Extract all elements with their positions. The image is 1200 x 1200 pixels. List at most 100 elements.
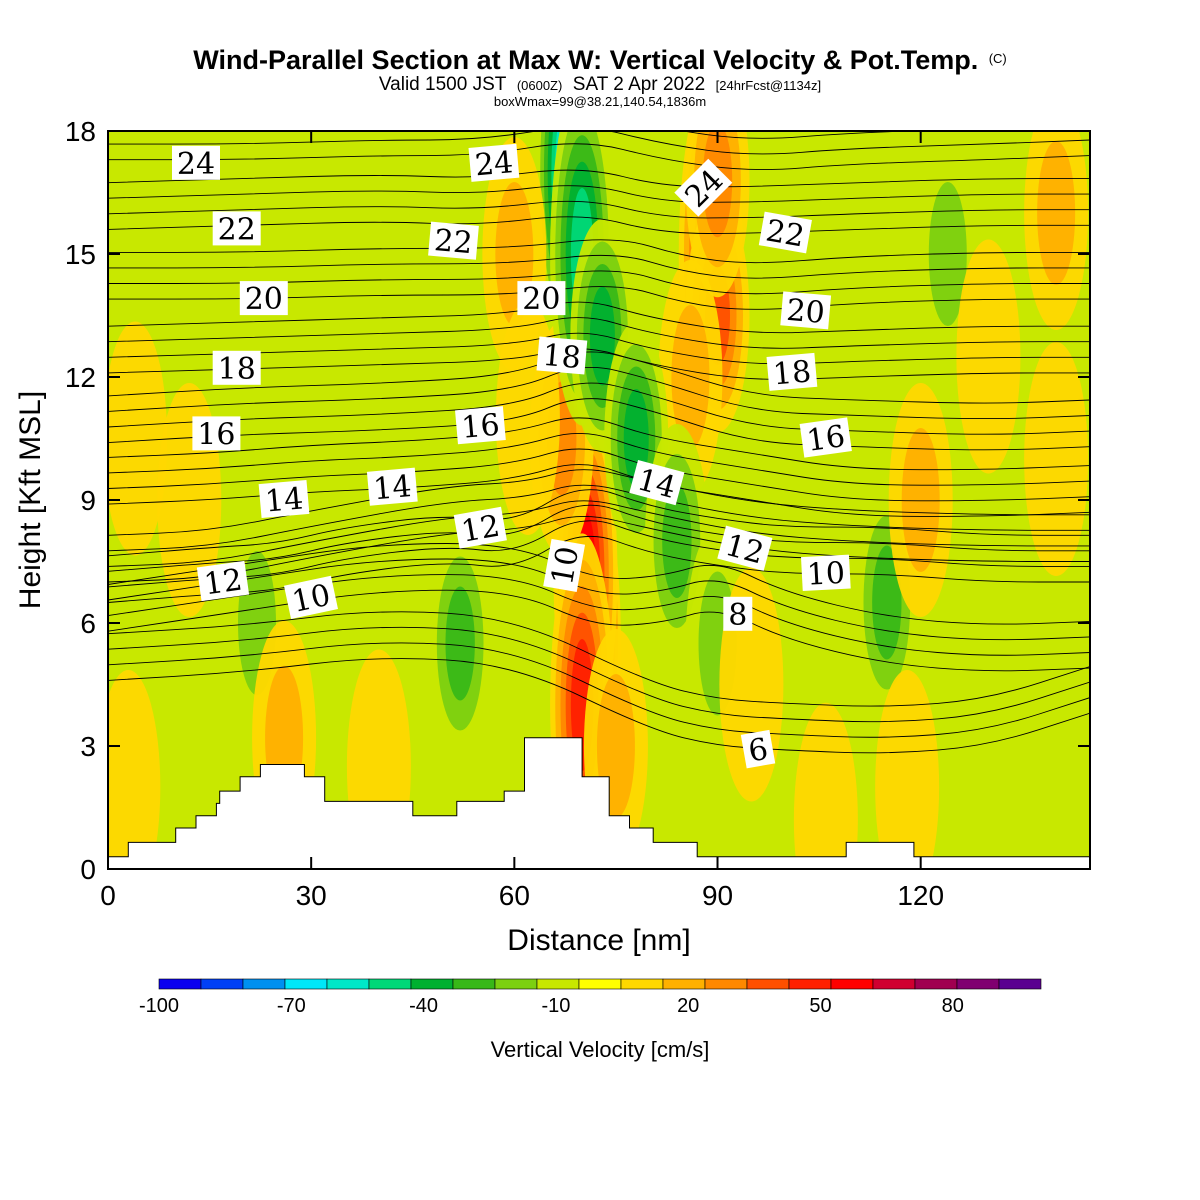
contour-label-text: 24: [473, 145, 514, 183]
contour-label-box: [366, 467, 418, 506]
colorbar-tick-label: 20: [677, 995, 699, 1017]
chart-subtitle-line: Valid 1500 JST (0600Z) SAT 2 Apr 2022 [2…: [379, 74, 821, 95]
isentrope-line: [108, 398, 1090, 451]
colorbar-segment: [200, 978, 244, 990]
x-tick-label: 30: [296, 880, 327, 911]
colorbar-segment: [452, 978, 496, 990]
isentrope-line: [108, 169, 1090, 188]
y-tick-label: 6: [80, 608, 96, 639]
contour-label-text: 12: [202, 563, 245, 603]
contour-label: 16: [455, 406, 506, 446]
velocity-core: [888, 383, 953, 617]
colorbar-segment: [662, 978, 706, 990]
isentrope-line: [108, 417, 1090, 471]
colorbar-segment: [872, 978, 916, 990]
contour-label: 10: [800, 554, 851, 593]
y-tick-label: 12: [65, 362, 96, 393]
contour-label-text: 22: [763, 213, 807, 254]
colorbar-segment: [704, 978, 748, 990]
isentrope-line: [108, 200, 1090, 219]
colorbar-segment: [158, 978, 202, 990]
contour-label-box: [766, 352, 818, 391]
contour-label-box: [780, 291, 832, 330]
isentrope-line: [108, 448, 1090, 502]
potential-temperature-contours: [108, 131, 1090, 754]
colorbar-segment: [788, 978, 832, 990]
isentrope-line: [108, 239, 1090, 264]
contour-label-box: [740, 729, 776, 769]
contour-label-box: [428, 221, 479, 260]
contour-label-box: [674, 158, 733, 217]
colorbar-tick-label: 80: [942, 995, 964, 1017]
contour-label: 24: [172, 145, 220, 182]
contour-label-box: [196, 560, 250, 602]
contour-label-text: 20: [245, 282, 283, 317]
colorbar-tick-label: -10: [541, 995, 570, 1017]
velocity-core: [793, 702, 858, 869]
contour-label-box: [629, 460, 685, 506]
chart-subtitle-forecast: [24hrFcst@1134z]: [716, 78, 821, 93]
isentrope-line: [108, 484, 1090, 552]
isentrope-line: [108, 432, 1090, 486]
isentrope-line: [108, 131, 1090, 155]
contour-label-text: 10: [545, 544, 586, 588]
contour-label-box: [258, 479, 310, 519]
contour-label-box: [283, 575, 339, 620]
contour-label: 12: [453, 506, 507, 550]
velocity-band: [901, 428, 940, 572]
contour-label: 14: [629, 460, 685, 506]
velocity-core: [1024, 131, 1089, 330]
terrain-mask: [107, 737, 1091, 870]
x-tick-label: 120: [897, 880, 944, 911]
y-axis-label: Height [Kft MSL]: [14, 391, 47, 609]
y-tick-label: 15: [65, 239, 96, 270]
velocity-band: [872, 545, 902, 660]
colorbar-segment: [746, 978, 790, 990]
colorbar-segment: [494, 978, 538, 990]
velocity-core: [108, 321, 168, 556]
isentrope-line: [108, 626, 1090, 723]
x-axis-label: Distance [nm]: [507, 924, 690, 957]
colorbar-segment: [242, 978, 286, 990]
y-tick-label: 9: [80, 485, 96, 516]
isentrope-line: [108, 317, 1090, 349]
contour-label: 24: [468, 143, 520, 183]
colorbar-segment: [830, 978, 874, 990]
contour-label-text: 14: [372, 469, 413, 507]
colorbar-title: Vertical Velocity [cm/s]: [491, 1037, 710, 1062]
contour-label-box: [172, 145, 220, 180]
contour-label-box: [455, 406, 506, 445]
contour-label: 20: [517, 281, 566, 317]
contour-label-box: [799, 417, 852, 458]
contour-label-text: 16: [460, 408, 501, 446]
isentrope-line: [108, 464, 1090, 517]
isentrope-line: [108, 469, 1090, 536]
contour-label-box: [717, 525, 773, 571]
isentrope-line: [108, 301, 1090, 334]
isentrope-line: [680, 131, 923, 139]
colorbar-segment: [536, 978, 580, 990]
contour-label-box: [468, 143, 520, 182]
colorbar-segment: [284, 978, 328, 990]
isentrope-line: [108, 254, 1090, 279]
chart-title: Wind-Parallel Section at Max W: Vertical…: [193, 45, 978, 75]
chart-title-mark: (C): [989, 51, 1007, 66]
contour-label-text: 24: [177, 147, 215, 182]
contour-label-box: [212, 350, 261, 385]
colorbar-tick-label: -40: [409, 995, 438, 1017]
contour-label-text: 18: [218, 352, 256, 387]
contour-label: 10: [543, 538, 586, 593]
isentrope-line: [108, 382, 1090, 435]
contour-label-text: 22: [433, 223, 474, 261]
chart-subtitle-utc: (0600Z): [517, 78, 563, 93]
isentrope-line: [108, 658, 1090, 754]
contour-label-text: 20: [785, 293, 826, 331]
contour-label-text: 8: [728, 598, 747, 633]
isentrope-line: [108, 489, 1090, 557]
isentrope-line: [108, 589, 1090, 672]
isentrope-line: [108, 143, 1090, 170]
contour-label-box: [800, 554, 851, 592]
isentrope-line: [108, 558, 1090, 641]
chart-annotation: boxWmax=99@38.21,140.54,1836m: [494, 94, 706, 109]
